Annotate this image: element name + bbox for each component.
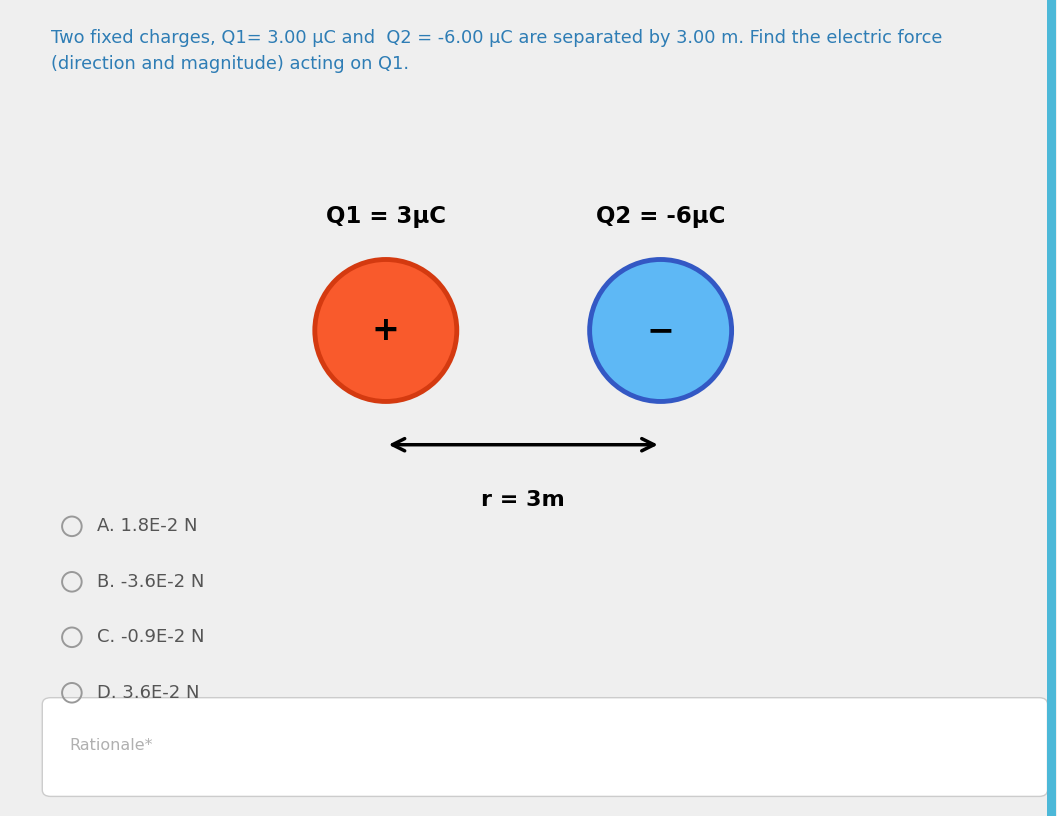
Text: Q2 = -6μC: Q2 = -6μC [596, 206, 725, 228]
Text: Rationale*: Rationale* [70, 738, 153, 752]
Text: +: + [372, 314, 400, 347]
Bar [1046, 0, 1056, 816]
Text: Q1 = 3μC: Q1 = 3μC [326, 206, 446, 228]
Text: D. 3.6E-2 N: D. 3.6E-2 N [97, 684, 200, 702]
Ellipse shape [315, 259, 457, 401]
Text: B. -3.6E-2 N: B. -3.6E-2 N [97, 573, 205, 591]
Text: r = 3m: r = 3m [481, 490, 565, 510]
Text: −: − [647, 314, 674, 347]
FancyBboxPatch shape [42, 698, 1047, 796]
Text: C. -0.9E-2 N: C. -0.9E-2 N [97, 628, 205, 646]
Text: A. 1.8E-2 N: A. 1.8E-2 N [97, 517, 198, 535]
Ellipse shape [590, 259, 731, 401]
Text: Two fixed charges, Q1= 3.00 μC and  Q2 = -6.00 μC are separated by 3.00 m. Find : Two fixed charges, Q1= 3.00 μC and Q2 = … [51, 29, 942, 73]
